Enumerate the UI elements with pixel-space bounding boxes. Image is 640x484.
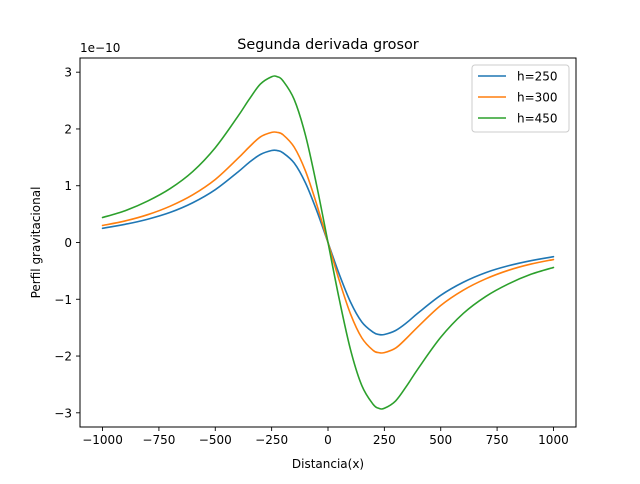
x-tick-label: −750 xyxy=(142,433,175,447)
legend-label-2: h=450 xyxy=(517,112,558,126)
y-axis-offset-label: 1e−10 xyxy=(80,41,120,55)
x-tick-label: 750 xyxy=(486,433,509,447)
x-tick-label: 250 xyxy=(373,433,396,447)
x-tick-label: 0 xyxy=(324,433,332,447)
x-axis-label: Distancia(x) xyxy=(292,457,364,471)
y-tick-label: 1 xyxy=(64,179,72,193)
plot-area xyxy=(101,75,555,410)
y-axis: −3 −2 −1 0 1 2 3 xyxy=(54,66,80,420)
y-tick-label: −3 xyxy=(54,406,72,420)
legend-label-0: h=250 xyxy=(517,70,558,84)
y-tick-label: 0 xyxy=(64,236,72,250)
y-tick-label: 3 xyxy=(64,66,72,80)
y-tick-label: 2 xyxy=(64,122,72,136)
series-line-2 xyxy=(101,75,555,410)
x-tick-label: 500 xyxy=(429,433,452,447)
x-tick-label: −250 xyxy=(255,433,288,447)
legend: h=250 h=300 h=450 xyxy=(471,64,570,133)
x-axis: −1000 −750 −500 −250 0 250 500 750 1000 xyxy=(82,427,569,447)
y-tick-label: −2 xyxy=(54,350,72,364)
y-axis-label: Perfil gravitacional xyxy=(29,187,43,299)
x-tick-label: −500 xyxy=(199,433,232,447)
legend-label-1: h=300 xyxy=(517,91,558,105)
y-tick-label: −1 xyxy=(54,293,72,307)
x-tick-label: 1000 xyxy=(538,433,569,447)
chart-title: Segunda derivada grosor xyxy=(237,37,418,53)
legend-box xyxy=(471,64,570,133)
x-tick-label: −1000 xyxy=(82,433,123,447)
